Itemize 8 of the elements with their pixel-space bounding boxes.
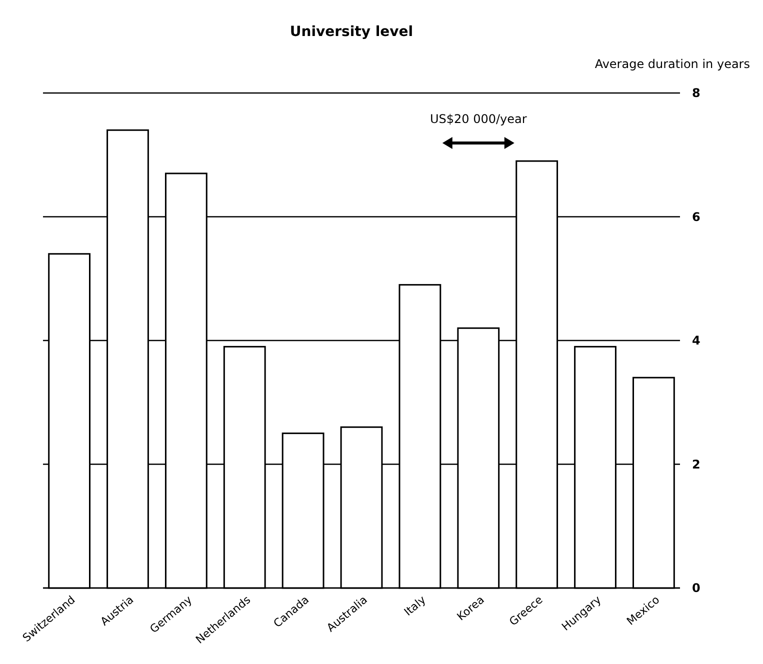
y-tick-label: 0 [692, 581, 700, 596]
y-tick-label: 6 [692, 210, 700, 224]
y-tick-label: 2 [692, 457, 700, 472]
y-tick-label: 4 [692, 334, 700, 348]
chart-title: University level [290, 24, 414, 40]
y-axis-title: Average duration in years [594, 57, 750, 71]
annotation: US$20 000/year [430, 112, 527, 126]
y-tick-label: 8 [692, 86, 700, 100]
